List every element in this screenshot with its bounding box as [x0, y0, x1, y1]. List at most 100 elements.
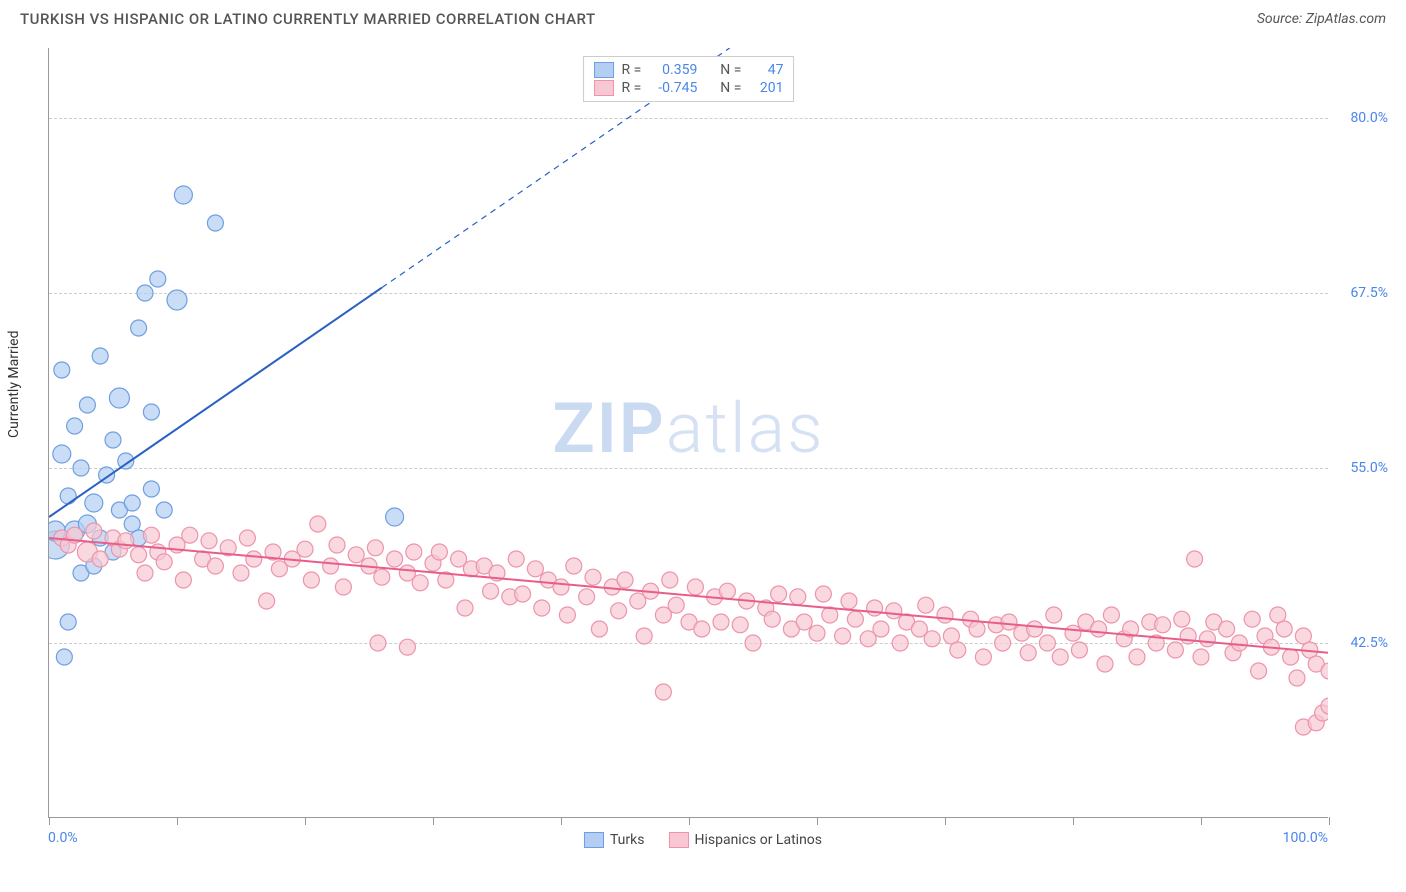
scatter-point	[79, 397, 95, 413]
scatter-point	[1276, 621, 1292, 637]
scatter-point	[167, 290, 187, 310]
scatter-point	[591, 621, 607, 637]
scatter-point	[1065, 625, 1081, 641]
x-tick	[1329, 817, 1330, 825]
scatter-point	[348, 547, 364, 563]
scatter-point	[431, 544, 447, 560]
scatter-point	[85, 494, 103, 512]
scatter-point	[636, 628, 652, 644]
scatter-point	[867, 600, 883, 616]
legend-n-label: N =	[720, 80, 741, 96]
scatter-point	[67, 418, 83, 434]
x-tick	[49, 817, 50, 825]
scatter-point	[1289, 670, 1305, 686]
scatter-point	[809, 625, 825, 641]
scatter-point	[92, 348, 108, 364]
legend-label: Turks	[610, 832, 645, 848]
legend-item: Hispanics or Latinos	[668, 832, 822, 848]
scatter-point	[585, 569, 601, 585]
scatter-point	[207, 558, 223, 574]
chart-header: TURKISH VS HISPANIC OR LATINO CURRENTLY …	[0, 0, 1406, 34]
scatter-point	[412, 575, 428, 591]
scatter-point	[329, 537, 345, 553]
scatter-point	[527, 561, 543, 577]
scatter-point	[156, 554, 172, 570]
scatter-point	[201, 533, 217, 549]
scatter-point	[483, 583, 499, 599]
scatter-point	[1129, 649, 1145, 665]
scatter-point	[86, 523, 102, 539]
scatter-point	[137, 285, 153, 301]
scatter-point	[969, 621, 985, 637]
scatter-point	[617, 572, 633, 588]
scatter-point	[713, 614, 729, 630]
y-tick-label: 55.0%	[1350, 460, 1388, 476]
legend-label: Hispanics or Latinos	[694, 832, 822, 848]
scatter-point	[790, 589, 806, 605]
scatter-point	[323, 558, 339, 574]
trend-line	[49, 538, 1328, 653]
scatter-point	[1174, 611, 1190, 627]
scatter-point	[374, 569, 390, 585]
scatter-point	[937, 607, 953, 623]
scatter-point	[835, 628, 851, 644]
scatter-point	[566, 558, 582, 574]
scatter-point	[995, 635, 1011, 651]
scatter-point	[335, 579, 351, 595]
scatter-svg	[49, 48, 1328, 817]
legend-n-value: 201	[749, 80, 783, 96]
scatter-point	[847, 611, 863, 627]
scatter-point	[668, 597, 684, 613]
scatter-point	[406, 544, 422, 560]
scatter-point	[297, 541, 313, 557]
scatter-point	[1187, 551, 1203, 567]
scatter-point	[1097, 656, 1113, 672]
scatter-point	[56, 649, 72, 665]
chart-source: Source: ZipAtlas.com	[1257, 11, 1386, 27]
scatter-point	[815, 586, 831, 602]
scatter-point	[719, 583, 735, 599]
legend-r-value: -0.745	[649, 80, 697, 96]
scatter-point	[246, 551, 262, 567]
scatter-point	[771, 586, 787, 602]
scatter-point	[118, 533, 134, 549]
x-tick	[689, 817, 690, 825]
scatter-point	[1020, 645, 1036, 661]
scatter-point	[156, 502, 172, 518]
x-tick	[433, 817, 434, 825]
scatter-point	[387, 551, 403, 567]
scatter-point	[1103, 607, 1119, 623]
scatter-point	[143, 481, 159, 497]
scatter-point	[370, 635, 386, 651]
legend-n-label: N =	[720, 62, 741, 78]
scatter-point	[239, 530, 255, 546]
scatter-point	[174, 186, 192, 204]
x-tick	[817, 817, 818, 825]
scatter-point	[1071, 642, 1087, 658]
scatter-point	[92, 551, 108, 567]
scatter-point	[131, 547, 147, 563]
scatter-point	[1199, 631, 1215, 647]
scatter-point	[764, 611, 780, 627]
x-tick	[561, 817, 562, 825]
y-tick-label: 67.5%	[1350, 285, 1388, 301]
scatter-point	[137, 565, 153, 581]
scatter-point	[1052, 649, 1068, 665]
x-tick	[1073, 817, 1074, 825]
scatter-point	[508, 551, 524, 567]
scatter-point	[694, 621, 710, 637]
x-axis-max-label: 100.0%	[1283, 830, 1328, 846]
scatter-point	[105, 432, 121, 448]
scatter-point	[124, 495, 140, 511]
x-tick	[305, 817, 306, 825]
legend-swatch	[584, 832, 604, 848]
scatter-point	[457, 600, 473, 616]
scatter-point	[207, 215, 223, 231]
scatter-point	[1219, 621, 1235, 637]
legend-r-label: R =	[622, 80, 642, 96]
scatter-point	[53, 445, 71, 463]
scatter-point	[924, 631, 940, 647]
scatter-point	[303, 572, 319, 588]
scatter-point	[1283, 649, 1299, 665]
scatter-point	[745, 635, 761, 651]
